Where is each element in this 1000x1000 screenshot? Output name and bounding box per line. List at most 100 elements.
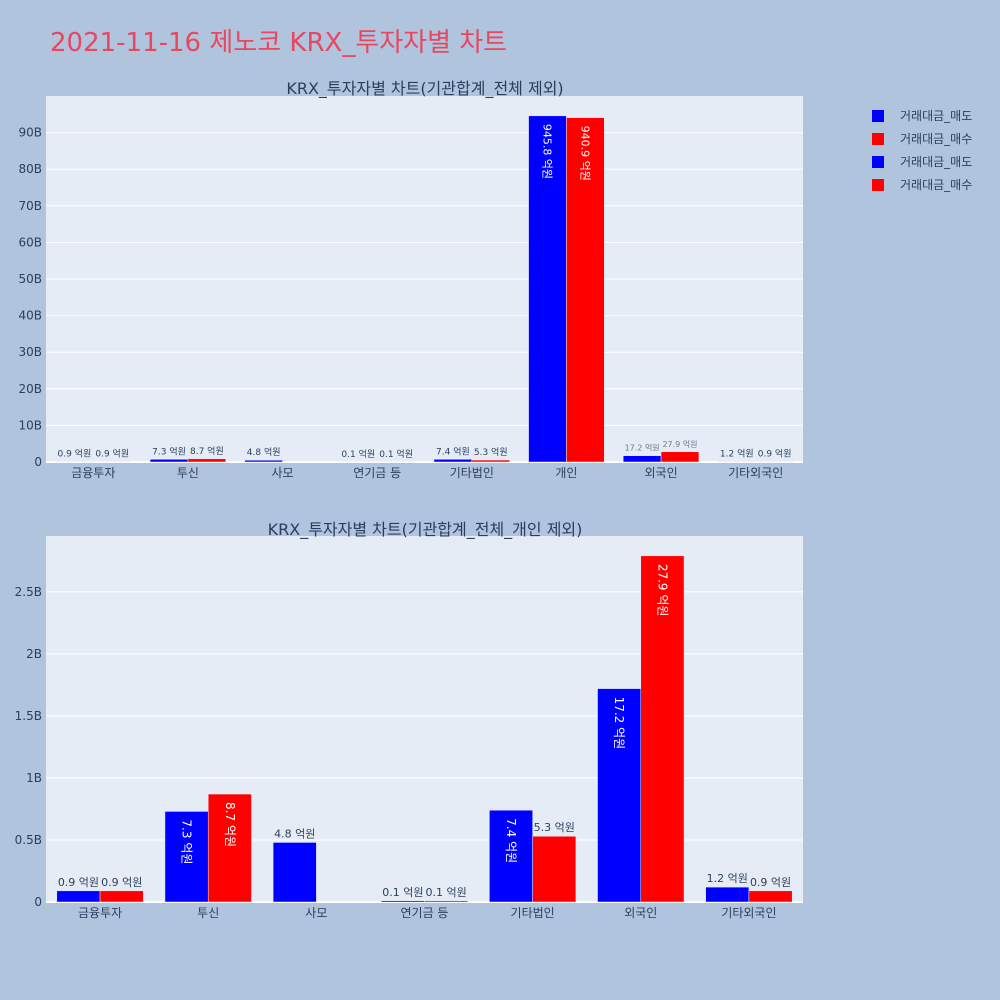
data-label: 0.9 억원 [101,876,142,889]
bar-buy[interactable] [99,890,144,903]
bar-buy[interactable] [207,793,252,903]
data-label: 4.8 억원 [247,446,281,458]
bar-sell[interactable] [597,688,642,903]
page-title: 2021-11-16 제노코 KRX_투자자별 차트 [50,28,508,58]
data-label: 27.9 억원 [655,564,669,617]
chart-bottom: 0 0.5B 1B 1.5B 2B 2.5B KRX_투자자별 차트(기관합계_전체_개인 … [15,520,803,920]
x-tick-label: 기타법인 [511,906,555,920]
bar-sell[interactable] [528,115,567,463]
x-tick-label: 기타법인 [450,466,494,480]
legend-swatch [872,132,884,145]
bar-sell[interactable] [272,842,317,903]
bar-buy[interactable] [187,458,227,463]
bar-sell[interactable] [433,459,473,463]
y-tick-label: 2.5B [15,585,42,599]
y-tick-label: 60B [18,235,42,249]
data-label: 0.1 억원 [379,448,413,460]
data-label: 0.9 억원 [758,448,792,460]
x-tick-label: 개인 [555,466,577,480]
legend-label: 거래대금_매수 [900,132,973,146]
bar-sell[interactable] [705,886,750,903]
legend-item[interactable]: 거래대금_매수 [872,173,972,196]
legend-item[interactable]: 거래대금_매수 [872,127,972,150]
legend-swatch [872,178,884,191]
y-tick-label: 1B [26,771,42,785]
x-tick-label: 기타외국인 [728,466,783,480]
plot-area [46,536,803,902]
bar-sell[interactable] [489,809,533,903]
data-label: 0.1 억원 [426,886,467,899]
y-tick-label: 40B [18,309,42,323]
bar-buy[interactable] [471,459,510,463]
y-tick-label: 90B [18,126,42,140]
data-label: 27.9 억원 [662,439,697,449]
x-tick-label: 사모 [272,466,294,480]
bar-buy[interactable] [748,890,793,903]
data-label: 8.7 억원 [223,802,237,847]
x-tick-label: 투신 [177,466,199,480]
data-label: 1.2 억원 [720,448,754,460]
chart-top: 0 10B 20B 30B 40B 50B 60B 70B 80B 90B KRX_투자자별 차트(… [18,79,803,480]
x-tick-label: 금융투자 [78,906,122,920]
legend-swatch [872,109,884,122]
data-label: 7.3 억원 [180,819,194,864]
data-label: 1.2 억원 [707,872,748,885]
data-label: 5.3 억원 [534,821,575,834]
y-tick-label: 50B [18,272,42,286]
data-label: 0.9 억원 [750,876,791,889]
bar-buy[interactable] [566,117,605,463]
y-tick-label: 0 [34,895,42,909]
bar-sell[interactable] [149,459,189,463]
legend-item[interactable]: 거래대금_매도 [872,150,972,173]
data-label: 7.4 억원 [436,445,470,457]
data-label: 0.1 억원 [382,886,423,899]
data-label: 5.3 억원 [474,446,508,458]
bar-buy[interactable] [424,900,469,903]
data-label: 0.9 억원 [58,448,92,460]
legend-label: 거래대금_매도 [900,155,973,169]
x-tick-label: 연기금 등 [353,466,401,480]
x-tick-label: 외국인 [624,906,657,920]
x-tick-label: 외국인 [645,466,678,480]
y-tick-label: 30B [18,345,42,359]
data-label: 17.2 억원 [625,443,660,453]
x-tick-label: 연기금 등 [401,906,449,920]
bar-sell[interactable] [164,811,209,903]
x-tick-label: 금융투자 [71,466,115,480]
data-label: 7.4 억원 [504,818,518,863]
data-label: 4.8 억원 [274,827,315,840]
legend-swatch [872,155,884,168]
y-tick-label: 80B [18,162,42,176]
x-tick-label: 기타외국인 [721,906,776,920]
x-tick-label: 사모 [305,906,327,920]
legend-label: 거래대금_매수 [900,178,973,192]
data-label: 0.9 억원 [95,448,129,460]
y-tick-label: 0 [34,455,42,469]
data-label: 940.9 억원 [578,126,591,181]
chart-title: KRX_투자자별 차트(기관합계_전체_개인 제외) [268,520,583,540]
bar-sell[interactable] [56,890,101,903]
data-label: 945.8 억원 [541,124,554,179]
legend: 거래대금_매도 거래대금_매수 거래대금_매도 거래대금_매수 [872,104,972,196]
x-tick-label: 투신 [197,906,219,920]
legend-label: 거래대금_매도 [900,109,973,123]
bar-sell[interactable] [244,459,283,463]
data-label: 0.9 억원 [58,876,99,889]
bar-buy[interactable] [532,835,577,903]
data-label: 8.7 억원 [190,445,224,457]
bar-buy[interactable] [640,555,685,903]
bar-sell[interactable] [380,900,425,903]
y-tick-label: 0.5B [15,833,42,847]
bar-buy[interactable] [660,451,700,463]
legend-item[interactable]: 거래대금_매도 [872,104,972,127]
y-tick-label: 70B [18,199,42,213]
data-label: 0.1 억원 [341,448,375,460]
chart-title: KRX_투자자별 차트(기관합계_전체 제외) [286,79,563,99]
bar-sell[interactable] [622,455,662,463]
y-tick-label: 1.5B [15,709,42,723]
y-tick-label: 2B [26,647,42,661]
y-tick-label: 10B [18,418,42,432]
y-tick-label: 20B [18,382,42,396]
data-label: 17.2 억원 [612,697,626,750]
data-label: 7.3 억원 [152,445,186,457]
